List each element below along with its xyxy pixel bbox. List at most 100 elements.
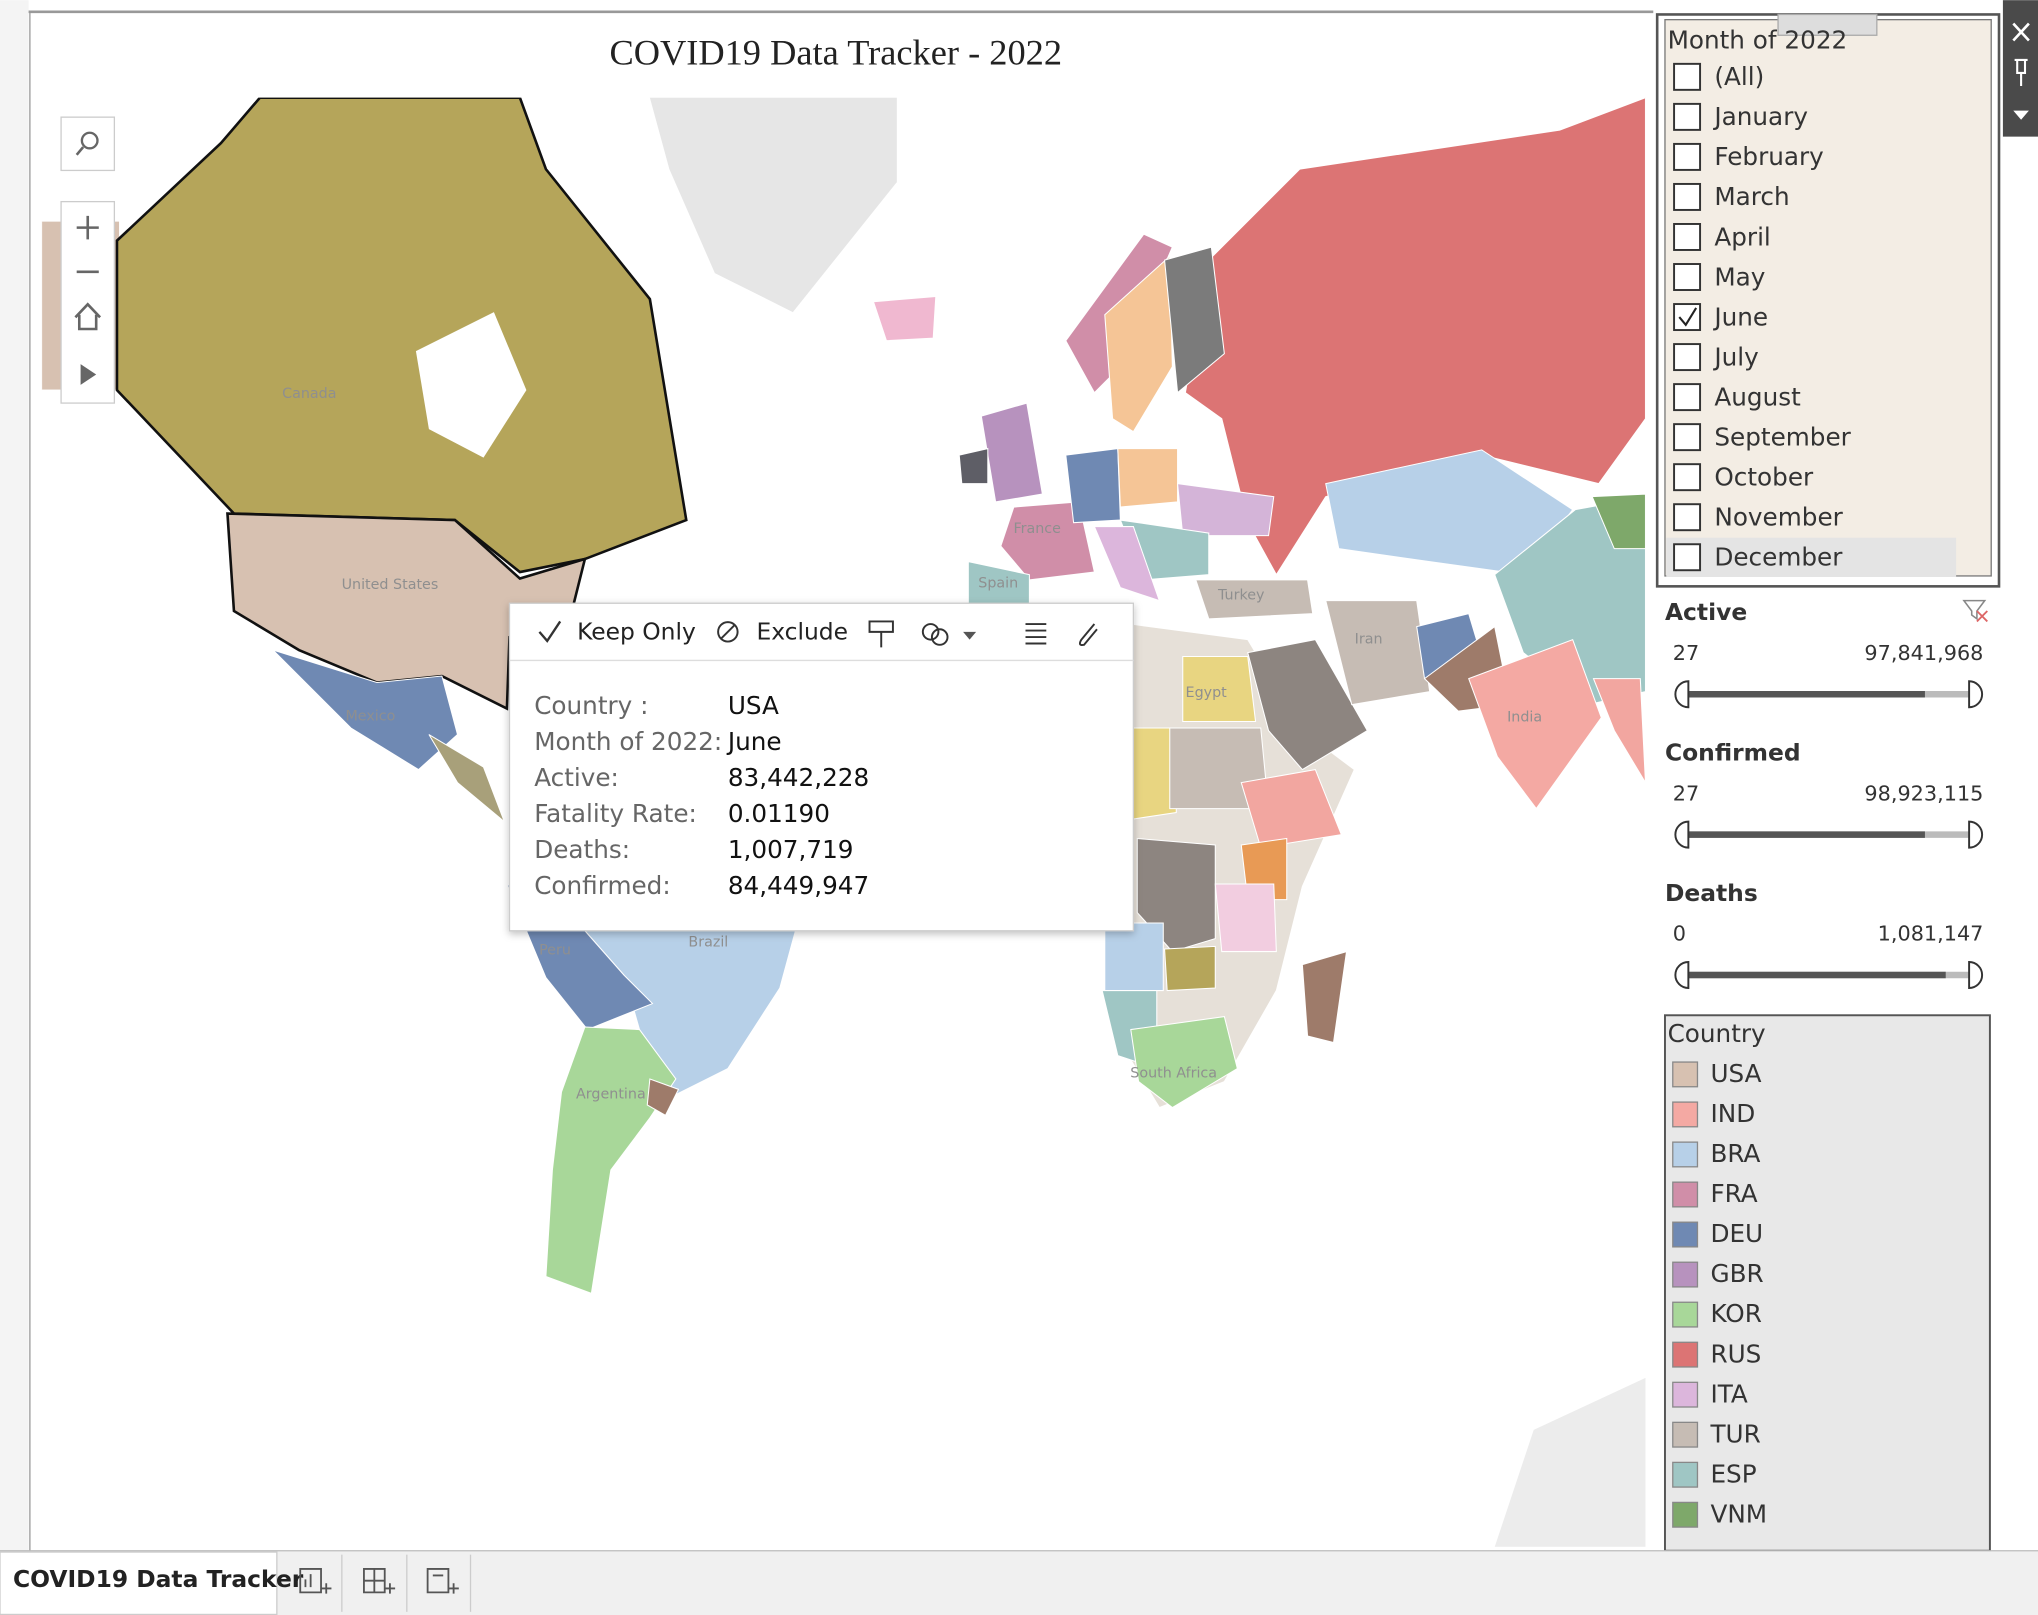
month-option[interactable]: (All) (1714, 62, 1764, 91)
central-america (428, 734, 506, 824)
legend-label[interactable]: GBR (1710, 1259, 1763, 1288)
month-option[interactable]: October (1714, 462, 1814, 491)
zoom-in[interactable] (76, 215, 99, 240)
legend-swatch[interactable] (1672, 1301, 1699, 1328)
tooltip-field-value: 0.01190 (728, 799, 830, 828)
tooltip-action[interactable]: Exclude (756, 618, 848, 646)
legend-swatch[interactable] (1672, 1221, 1699, 1248)
new-sheet[interactable] (299, 1568, 332, 1594)
month-option[interactable]: June (1712, 302, 1768, 331)
checkbox[interactable] (1673, 343, 1702, 372)
highlight-icon[interactable] (868, 620, 894, 648)
new-dashboard[interactable] (363, 1568, 396, 1594)
month-option[interactable]: April (1714, 222, 1770, 251)
slider-handle[interactable] (1968, 680, 1984, 709)
legend-swatch[interactable] (1672, 1061, 1699, 1088)
attach-icon[interactable] (1078, 623, 1098, 647)
legend-swatch[interactable] (1672, 1141, 1699, 1168)
checkbox[interactable] (1673, 182, 1702, 211)
sweden (1104, 255, 1173, 433)
legend-swatch[interactable] (1672, 1181, 1699, 1208)
legend-swatch[interactable] (1672, 1461, 1699, 1488)
slider-handle[interactable] (1674, 820, 1690, 849)
legend-label[interactable]: IND (1710, 1099, 1755, 1128)
slider-handle[interactable] (1674, 680, 1690, 709)
month-option[interactable]: May (1714, 262, 1765, 291)
new-story[interactable] (426, 1568, 459, 1594)
month-option[interactable]: November (1714, 503, 1843, 532)
france (1000, 501, 1096, 581)
argentina (545, 1026, 677, 1295)
slider-handle[interactable] (1968, 960, 1984, 989)
home[interactable] (74, 302, 102, 331)
checkbox[interactable] (1673, 423, 1702, 452)
legend-label[interactable]: USA (1710, 1059, 1761, 1088)
legend (1663, 1014, 1991, 1552)
checkbox[interactable] (1673, 142, 1702, 171)
checkbox[interactable] (1673, 543, 1702, 572)
month-option[interactable]: January (1712, 102, 1808, 131)
pin-button[interactable] (2014, 58, 2028, 86)
checkbox[interactable] (1673, 503, 1702, 532)
checkbox[interactable] (1673, 223, 1702, 251)
slider-handle[interactable] (1674, 960, 1690, 989)
month-option[interactable]: February (1714, 142, 1823, 171)
group-icon (930, 628, 949, 646)
legend-label[interactable]: TUR (1709, 1419, 1760, 1448)
tooltip-field-value: 1,007,719 (728, 835, 854, 864)
legend-swatch[interactable] (1672, 1341, 1699, 1368)
clear-filter[interactable] (1962, 599, 1987, 621)
china (1494, 496, 1646, 706)
map-label: Mexico (345, 708, 395, 724)
legend-label[interactable]: KOR (1710, 1299, 1761, 1328)
map: Canada United States Mexico France Spain Turk… (41, 97, 1646, 1547)
month-option[interactable]: September (1714, 422, 1851, 451)
checkbox[interactable] (1673, 463, 1702, 492)
legend-label[interactable]: BRA (1710, 1139, 1760, 1168)
legend-label[interactable]: ESP (1710, 1459, 1756, 1488)
legend-swatch[interactable] (1672, 1381, 1699, 1408)
keep-only-icon (538, 620, 562, 643)
tab[interactable] (0, 1551, 278, 1615)
map-label: Iran (1355, 632, 1383, 648)
view-data-icon[interactable] (1025, 623, 1047, 645)
close-button[interactable] (2012, 22, 2030, 42)
drag-handle[interactable] (1777, 13, 1878, 36)
month-option[interactable]: March (1714, 182, 1789, 211)
month-option[interactable]: July (1712, 342, 1758, 371)
saudi-arabia (1247, 639, 1369, 771)
checkbox[interactable] (1673, 263, 1702, 291)
tooltip-field-label: Fatality Rate: (534, 799, 697, 828)
tooltip-field-value: USA (728, 691, 779, 720)
exclude-icon (720, 624, 736, 640)
slider-handle[interactable] (1968, 820, 1984, 849)
legend-label[interactable]: RUS (1710, 1339, 1761, 1368)
legend-label[interactable]: DEU (1710, 1219, 1763, 1248)
southeast-asia (1592, 678, 1646, 783)
legend-swatch[interactable] (1672, 1261, 1699, 1288)
month-option[interactable]: December (1714, 543, 1843, 572)
map-label: Peru (539, 942, 571, 958)
legend-swatch[interactable] (1672, 1421, 1699, 1448)
tab-label[interactable]: COVID19 Data Tracker (13, 1565, 304, 1593)
menu-button[interactable] (2013, 110, 2029, 120)
search-button[interactable] (60, 116, 116, 172)
checkbox[interactable] (1673, 62, 1702, 91)
legend-swatch[interactable] (1672, 1101, 1699, 1128)
checkbox[interactable] (1673, 102, 1702, 131)
antarctica (1494, 1377, 1646, 1547)
legend-label[interactable]: ITA (1710, 1379, 1747, 1408)
tooltip-action[interactable]: Keep Only (577, 618, 696, 646)
legend-label[interactable]: VNM (1710, 1499, 1767, 1528)
india (1468, 638, 1602, 810)
legend-swatch[interactable] (1672, 1501, 1699, 1528)
group-icon[interactable] (921, 623, 940, 641)
tooltip-box (508, 602, 1135, 932)
uk (980, 402, 1043, 503)
checkbox[interactable] (1673, 383, 1702, 412)
pan-tool[interactable] (80, 364, 97, 385)
month-option[interactable]: August (1714, 382, 1801, 411)
group-dropdown[interactable] (963, 631, 977, 640)
legend-label[interactable]: FRA (1710, 1179, 1757, 1208)
map-controls (60, 116, 116, 404)
